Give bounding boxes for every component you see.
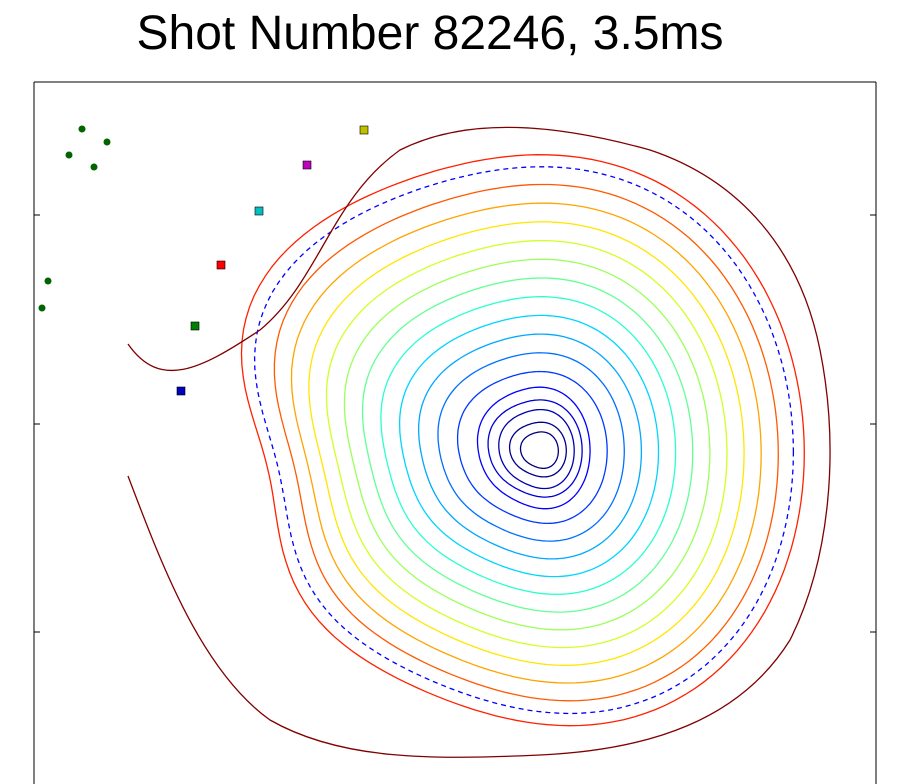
flux-contour-14 xyxy=(308,221,745,666)
chart-title: Shot Number 82246, 3.5ms xyxy=(136,7,724,60)
coil-point xyxy=(44,277,52,285)
probe-marker xyxy=(190,321,200,331)
flux-contour-7 xyxy=(437,352,625,542)
flux-contour-1 xyxy=(519,431,560,470)
coil-point xyxy=(65,151,73,159)
boundary-lines xyxy=(127,126,831,758)
vessel-wall-circle xyxy=(204,94,876,766)
flux-contour-2 xyxy=(508,421,567,478)
probe-marker xyxy=(176,386,186,396)
flux-contour-10 xyxy=(380,296,677,595)
probe-marker xyxy=(302,160,312,170)
coil-point xyxy=(103,138,111,146)
probe-markers xyxy=(176,125,369,396)
flux-contour-6 xyxy=(456,370,608,525)
vessel-structure xyxy=(182,82,876,784)
coil-points xyxy=(38,125,111,312)
flux-contour-3 xyxy=(498,408,575,490)
coil-point xyxy=(78,125,86,133)
flux-contour-9 xyxy=(398,314,660,578)
open-field-line xyxy=(127,126,831,758)
flux-contour-5 xyxy=(476,386,591,510)
flux-contour-16 xyxy=(273,183,779,702)
flux-contour-13 xyxy=(325,239,728,649)
separatrix xyxy=(253,166,795,715)
flux-contour-15 xyxy=(290,202,762,684)
probe-marker xyxy=(359,125,369,135)
flux-contour-8 xyxy=(417,333,643,560)
axes-frame xyxy=(33,81,877,784)
outer-boundary xyxy=(240,154,805,727)
flux-contours xyxy=(273,183,779,702)
limiter-outline xyxy=(182,82,493,750)
probe-marker xyxy=(254,206,264,216)
flux-contour-11 xyxy=(361,277,694,613)
left-field-line xyxy=(196,82,360,784)
flux-contour-12 xyxy=(343,258,711,631)
coil-point xyxy=(38,304,46,312)
probe-marker xyxy=(216,260,226,270)
coil-point xyxy=(90,163,98,171)
flux-contour-4 xyxy=(487,399,583,498)
